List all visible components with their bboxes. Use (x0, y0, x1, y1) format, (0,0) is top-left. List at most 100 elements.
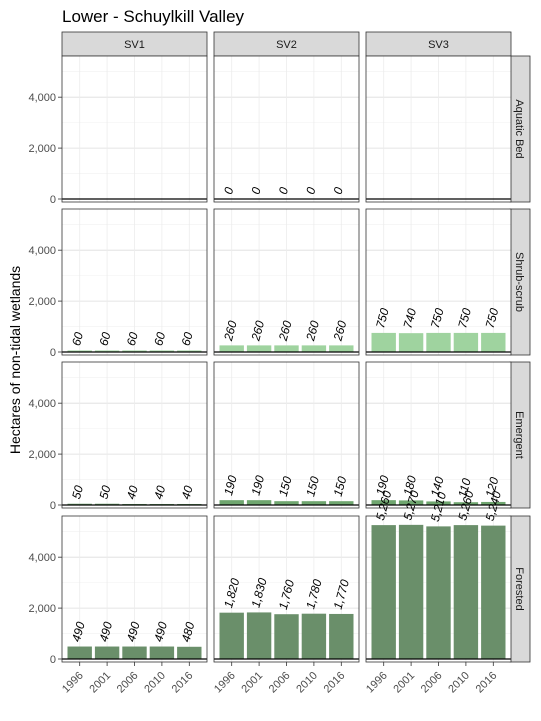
bar-label: 40 (151, 484, 168, 501)
bar-label: 60 (179, 330, 196, 347)
bar-sv3-emergent-2001 (398, 500, 424, 505)
bar-sv2-emergent-2010 (301, 501, 327, 505)
panel-aquatic-bed-sv2: 0 0 0 0 0 (213, 55, 360, 203)
bar-sv2-shrub-scrub-2010 (301, 345, 327, 352)
y-tick-label: 0 (50, 194, 56, 206)
bar-label: 0 (303, 185, 318, 195)
bar-label: 490 (96, 620, 115, 643)
x-tick-label: 2016 (474, 670, 500, 696)
bar-label: 150 (303, 475, 322, 498)
panel-border (365, 208, 512, 356)
bar-sv1-shrub-scrub-2001 (94, 350, 120, 352)
y-tick-label: 4,000 (28, 245, 56, 257)
bar-sv3-emergent-2006 (426, 501, 451, 505)
panel-border (61, 361, 208, 509)
x-tick-label: 2001 (391, 670, 417, 696)
x-tick-label: 2006 (419, 670, 445, 696)
bar-sv1-shrub-scrub-2006 (122, 350, 147, 352)
panel-forested-sv3: 5,260 5,270 5,210 5,260 5,240 (365, 489, 512, 663)
bar-sv3-forested-1996 (371, 525, 396, 659)
bar-label: 60 (96, 330, 113, 347)
bar-label: 490 (69, 620, 88, 643)
bar-sv2-shrub-scrub-2016 (329, 345, 354, 352)
panel-forested-sv2: 1,820 1,830 1,760 1,780 1,770 (213, 515, 360, 663)
column-strip-sv2 (213, 31, 360, 57)
column-strip-label-sv2: SV2 (276, 39, 297, 51)
bar-sv2-shrub-scrub-1996 (219, 345, 244, 352)
bar-sv3-forested-2006 (426, 526, 451, 659)
column-strip-label-sv1: SV1 (124, 39, 145, 51)
bar-sv2-emergent-2001 (246, 500, 272, 505)
bar-label: 0 (248, 185, 263, 195)
panel-grid: SV1 SV2 SV3 Aquatic Bed Shrub-scrub Emergent F… (28, 31, 531, 696)
panel-shrub-scrub-sv3: 750 740 750 750 750 (365, 208, 512, 356)
bar-label: 750 (483, 306, 502, 329)
bar-label: 0 (221, 185, 236, 195)
bar-label: 260 (248, 319, 267, 343)
bar-sv1-forested-1996 (67, 646, 92, 659)
panel-border (365, 361, 512, 509)
x-tick-label: 2016 (170, 670, 196, 696)
bar-label: 190 (221, 474, 240, 497)
bar-sv1-forested-2006 (122, 646, 147, 659)
row-strip-label-forested: Forested (513, 567, 525, 610)
bar-label: 190 (373, 474, 392, 497)
y-axis-label: Hectares of non-tidal wetlands (7, 266, 23, 454)
bar-label: 260 (221, 319, 240, 343)
bar-sv2-emergent-1996 (219, 500, 244, 505)
bar-label: 0 (331, 185, 346, 195)
y-tick-label: 4,000 (28, 92, 56, 104)
bar-sv1-forested-2016 (177, 646, 202, 659)
bar-sv1-forested-2010 (149, 646, 175, 659)
bar-sv3-emergent-2010 (453, 502, 479, 505)
column-strip-sv3 (365, 31, 512, 57)
bar-sv1-shrub-scrub-2016 (177, 350, 202, 352)
y-tick-label: 4,000 (28, 398, 56, 410)
bar-label: 40 (124, 484, 141, 501)
bar-label: 110 (455, 477, 474, 499)
panel-border (61, 208, 208, 356)
bar-label: 50 (96, 484, 113, 501)
column-strip-label-sv3: SV3 (428, 39, 449, 51)
bar-label: 150 (331, 475, 350, 498)
bar-label: 60 (151, 330, 168, 347)
panel-border (213, 55, 360, 203)
x-tick-label: 2016 (322, 670, 348, 696)
column-strip-sv1 (61, 31, 208, 57)
bar-sv3-shrub-scrub-2006 (426, 332, 451, 352)
bar-label: 260 (303, 319, 322, 343)
bar-sv3-emergent-2016 (481, 501, 506, 505)
bar-sv3-emergent-1996 (371, 500, 396, 505)
bar-sv3-forested-2001 (398, 524, 424, 659)
x-tick-label: 2006 (115, 670, 141, 696)
bar-label: 750 (455, 306, 474, 329)
panel-shrub-scrub-sv1: 60 60 60 60 60 (61, 208, 208, 356)
x-tick-label: 2010 (294, 670, 320, 696)
bar-sv2-shrub-scrub-2001 (246, 345, 272, 352)
bar-label: 750 (373, 306, 392, 329)
y-tick-label: 2,000 (28, 449, 56, 461)
panel-border (213, 208, 360, 356)
y-tick-label: 4,000 (28, 552, 56, 564)
y-tick-label: 0 (50, 654, 56, 666)
y-tick-label: 0 (50, 500, 56, 512)
panel-shrub-scrub-sv2: 260 260 260 260 260 (213, 208, 360, 356)
bar-sv2-forested-2016 (329, 613, 354, 659)
bar-label: 260 (330, 319, 349, 343)
bar-label: 140 (428, 475, 447, 498)
bar-label: 480 (179, 620, 198, 643)
bar-sv2-forested-2001 (246, 612, 272, 659)
x-tick-label: 2006 (267, 670, 293, 696)
panel-emergent-sv2: 190 190 150 150 150 (213, 361, 360, 509)
bar-label: 60 (69, 330, 86, 347)
bar-sv2-forested-2006 (274, 614, 299, 659)
bar-label: 260 (276, 319, 295, 343)
bar-label: 40 (179, 484, 196, 501)
y-tick-label: 2,000 (28, 143, 56, 155)
bar-label: 740 (400, 307, 419, 330)
bar-sv3-forested-2010 (453, 525, 479, 659)
panel-border (213, 361, 360, 509)
x-tick-label: 2001 (239, 670, 265, 696)
bar-sv2-shrub-scrub-2006 (274, 345, 299, 352)
